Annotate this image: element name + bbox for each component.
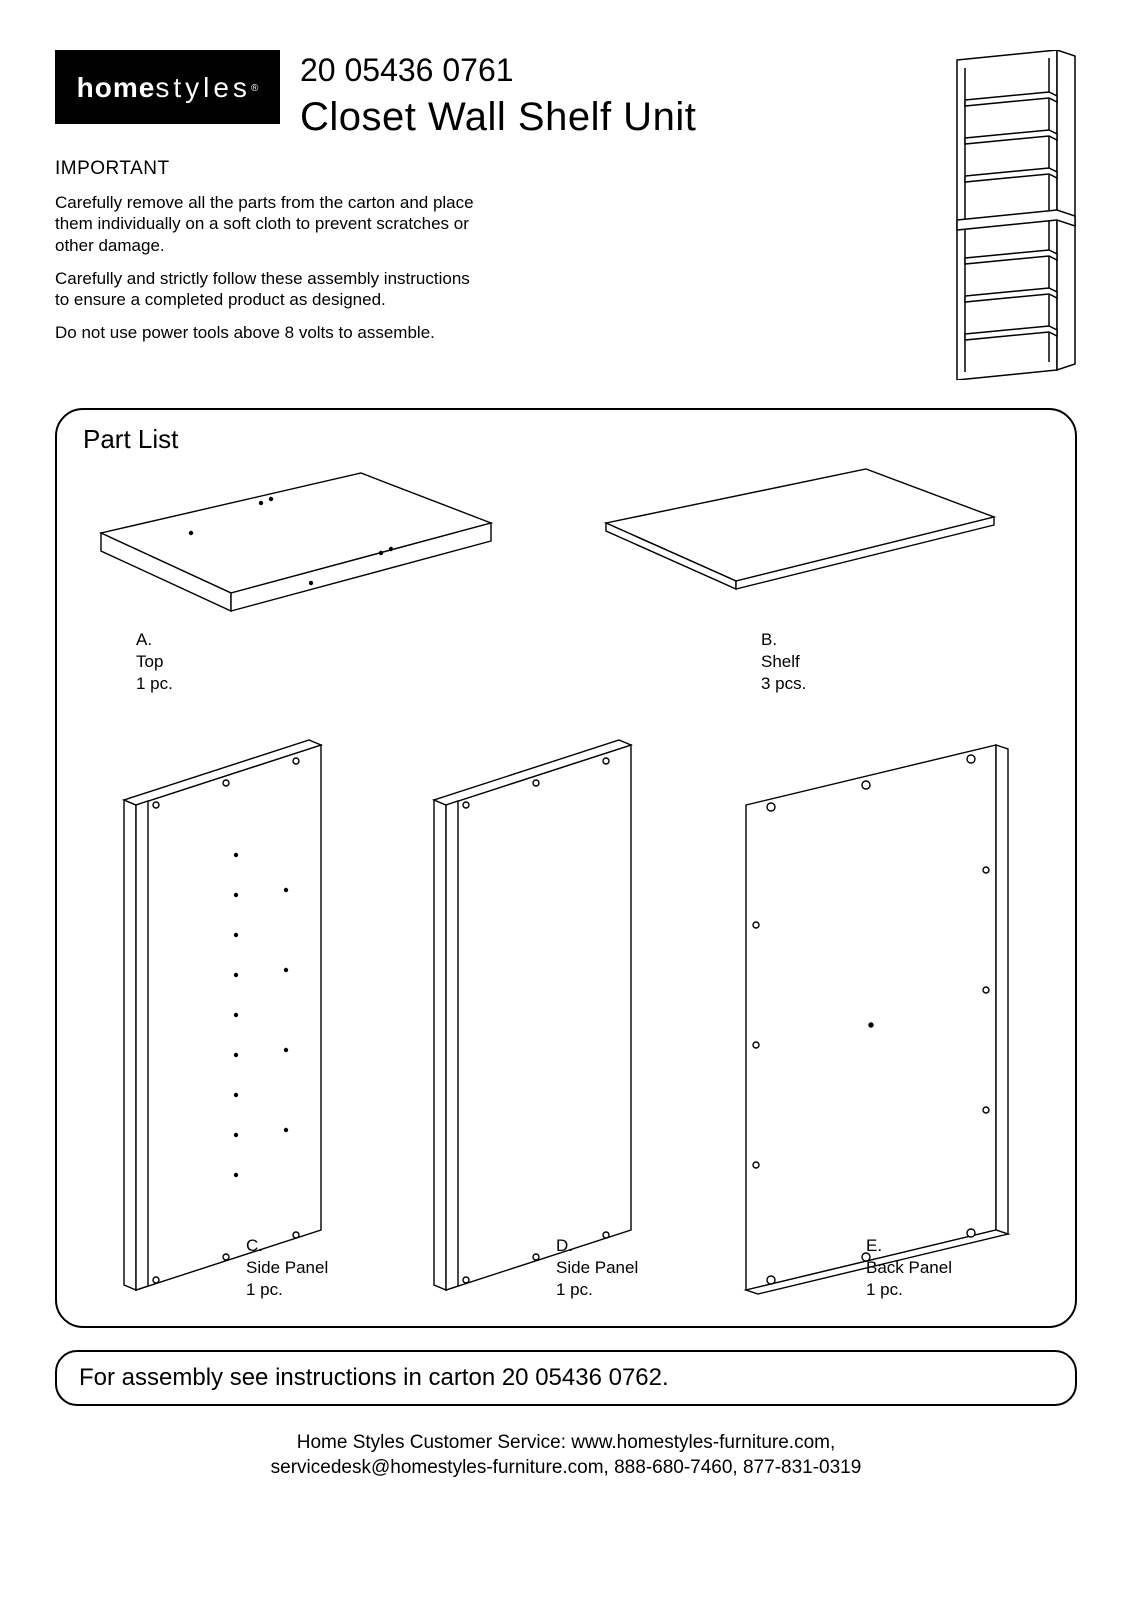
part-b-name: Shelf <box>761 651 1051 673</box>
partlist-heading: Part List <box>83 424 1051 455</box>
header-row: homestyles® 20 05436 0761 Closet Wall Sh… <box>55 50 1077 380</box>
logo-registered-mark: ® <box>251 83 258 94</box>
assembly-note-text: For assembly see instructions in carton … <box>79 1364 1053 1392</box>
part-c-name: Side Panel <box>246 1257 366 1279</box>
part-c-group: C. Side Panel 1 pc. <box>96 735 366 1301</box>
partlist-box: Part List A. Top 1 pc. <box>55 408 1077 1328</box>
footer: Home Styles Customer Service: www.homest… <box>55 1430 1077 1481</box>
header-left: homestyles® 20 05436 0761 Closet Wall Sh… <box>55 50 927 344</box>
part-b-diagram <box>586 463 1006 623</box>
product-number: 20 05436 0761 <box>300 52 927 89</box>
part-a-qty: 1 pc. <box>136 673 546 695</box>
logo-text-home: home <box>77 72 156 104</box>
part-a-name: Top <box>136 651 546 673</box>
part-b-group: B. Shelf 3 pcs. <box>586 463 1051 695</box>
part-d-letter: D. <box>556 1235 676 1257</box>
footer-line-2: servicedesk@homestyles-furniture.com, 88… <box>55 1455 1077 1481</box>
part-e-qty: 1 pc. <box>866 1279 1036 1301</box>
product-illustration <box>947 50 1077 380</box>
part-a-group: A. Top 1 pc. <box>81 463 546 695</box>
footer-line-1: Home Styles Customer Service: www.homest… <box>55 1430 1077 1456</box>
parts-row-2: C. Side Panel 1 pc. D. Side Panel <box>81 735 1051 1301</box>
product-title: Closet Wall Shelf Unit <box>300 95 927 140</box>
title-block: 20 05436 0761 Closet Wall Shelf Unit <box>300 50 927 140</box>
parts-row-1: A. Top 1 pc. B. Shelf 3 pcs. <box>81 463 1051 695</box>
part-d-group: D. Side Panel 1 pc. <box>406 735 676 1301</box>
important-paragraph-3: Do not use power tools above 8 volts to … <box>55 322 475 343</box>
part-c-diagram <box>96 735 366 1295</box>
part-a-letter: A. <box>136 629 546 651</box>
part-b-qty: 3 pcs. <box>761 673 1051 695</box>
part-e-diagram <box>716 735 1036 1295</box>
part-e-letter: E. <box>866 1235 1036 1257</box>
logo-text-styles: styles <box>155 72 251 104</box>
part-e-group: E. Back Panel 1 pc. <box>716 735 1036 1301</box>
part-d-diagram <box>406 735 676 1295</box>
brand-logo: homestyles® <box>55 50 280 124</box>
part-a-diagram <box>81 463 501 623</box>
important-heading: IMPORTANT <box>55 158 927 180</box>
important-paragraph-1: Carefully remove all the parts from the … <box>55 192 475 256</box>
part-b-letter: B. <box>761 629 1051 651</box>
part-c-letter: C. <box>246 1235 366 1257</box>
part-e-name: Back Panel <box>866 1257 1036 1279</box>
important-paragraph-2: Carefully and strictly follow these asse… <box>55 268 475 311</box>
assembly-note-box: For assembly see instructions in carton … <box>55 1350 1077 1406</box>
part-d-name: Side Panel <box>556 1257 676 1279</box>
part-d-qty: 1 pc. <box>556 1279 676 1301</box>
part-c-qty: 1 pc. <box>246 1279 366 1301</box>
